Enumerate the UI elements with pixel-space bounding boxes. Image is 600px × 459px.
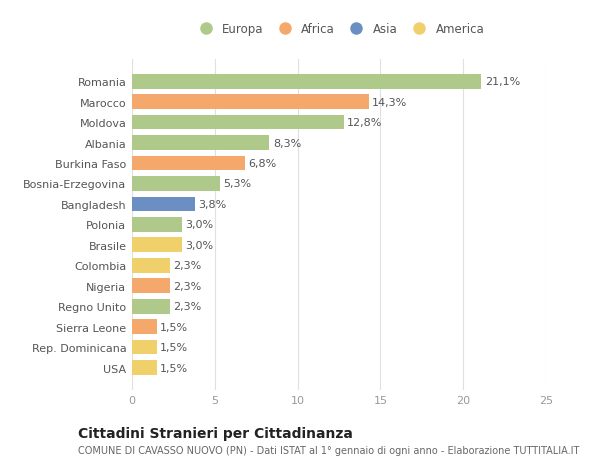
Text: 2,3%: 2,3% bbox=[173, 281, 202, 291]
Bar bbox=[132, 319, 157, 334]
Text: 1,5%: 1,5% bbox=[160, 363, 188, 373]
Text: 1,5%: 1,5% bbox=[160, 322, 188, 332]
Text: Cittadini Stranieri per Cittadinanza: Cittadini Stranieri per Cittadinanza bbox=[78, 426, 353, 440]
Text: 8,3%: 8,3% bbox=[273, 138, 301, 148]
Text: COMUNE DI CAVASSO NUOVO (PN) - Dati ISTAT al 1° gennaio di ogni anno - Elaborazi: COMUNE DI CAVASSO NUOVO (PN) - Dati ISTA… bbox=[78, 445, 580, 455]
Bar bbox=[132, 258, 170, 273]
Text: 14,3%: 14,3% bbox=[372, 97, 407, 107]
Bar bbox=[132, 157, 245, 171]
Bar bbox=[132, 116, 344, 130]
Text: 21,1%: 21,1% bbox=[485, 77, 520, 87]
Text: 12,8%: 12,8% bbox=[347, 118, 383, 128]
Text: 2,3%: 2,3% bbox=[173, 302, 202, 312]
Bar bbox=[132, 299, 170, 314]
Text: 3,0%: 3,0% bbox=[185, 241, 213, 250]
Text: 2,3%: 2,3% bbox=[173, 261, 202, 271]
Text: 1,5%: 1,5% bbox=[160, 342, 188, 353]
Bar bbox=[132, 279, 170, 293]
Bar bbox=[132, 136, 269, 151]
Text: 3,8%: 3,8% bbox=[198, 200, 226, 209]
Bar bbox=[132, 218, 182, 232]
Legend: Europa, Africa, Asia, America: Europa, Africa, Asia, America bbox=[194, 22, 484, 35]
Text: 3,0%: 3,0% bbox=[185, 220, 213, 230]
Bar bbox=[132, 360, 157, 375]
Bar bbox=[132, 238, 182, 252]
Text: 5,3%: 5,3% bbox=[223, 179, 251, 189]
Bar bbox=[132, 340, 157, 355]
Bar bbox=[132, 197, 195, 212]
Bar bbox=[132, 95, 369, 110]
Bar bbox=[132, 75, 481, 90]
Text: 6,8%: 6,8% bbox=[248, 159, 276, 168]
Bar bbox=[132, 177, 220, 191]
